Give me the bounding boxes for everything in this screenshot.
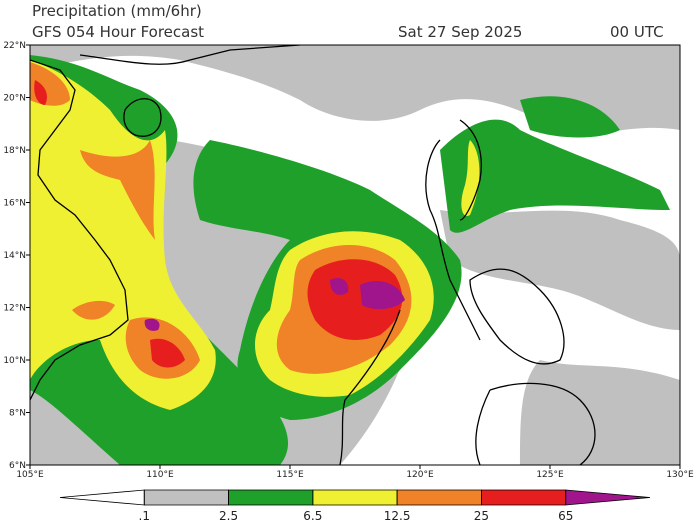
lon-tick-label: 110°E — [146, 470, 174, 480]
colorbar-segment — [481, 489, 567, 506]
colorbar-segment — [312, 489, 398, 506]
colorbar-segment — [59, 489, 145, 506]
colorbar-tick-label: .1 — [139, 509, 150, 523]
precipitation-field — [30, 45, 680, 465]
colorbar-tick-label: 12.5 — [384, 509, 411, 523]
colorbar-segment — [228, 489, 314, 506]
lat-tick-label: 18°N — [3, 146, 26, 156]
lat-tick-label: 12°N — [3, 304, 26, 314]
title: Precipitation (mm/6hr) — [32, 2, 202, 20]
colorbar-segment — [565, 489, 651, 506]
lat-tick-label: 22°N — [3, 41, 26, 51]
lat-tick-label: 8°N — [9, 409, 26, 419]
lat-tick-label: 20°N — [3, 94, 26, 104]
lon-tick-label: 115°E — [276, 470, 304, 480]
subtitle: GFS 054 Hour Forecast — [32, 23, 204, 41]
lat-tick-label: 10°N — [3, 356, 26, 366]
lat-tick-label: 16°N — [3, 199, 26, 209]
valid-time: 00 UTC — [610, 23, 664, 41]
lat-tick-label: 6°N — [9, 461, 26, 471]
colorbar-segment — [396, 489, 482, 506]
lon-tick-label: 120°E — [406, 470, 434, 480]
colorbar-segment — [143, 489, 229, 506]
map-axes: 6°N 8°N 10°N 12°N 14°N 16°N 18°N 20°N 22°N 105°E 1… — [3, 41, 694, 480]
lon-tick-label: 130°E — [666, 470, 694, 480]
lon-tick-label: 105°E — [16, 470, 44, 480]
valid-date: Sat 27 Sep 2025 — [398, 23, 522, 41]
colorbar-tick-label: 65 — [558, 509, 573, 523]
lat-tick-label: 14°N — [3, 251, 26, 261]
colorbar-tick-label: 25 — [474, 509, 489, 523]
colorbar-tick-label: 6.5 — [303, 509, 322, 523]
lon-tick-label: 125°E — [536, 470, 564, 480]
colorbar: .1 2.5 6.5 12.5 25 65 — [59, 489, 651, 523]
colorbar-tick-label: 2.5 — [219, 509, 238, 523]
